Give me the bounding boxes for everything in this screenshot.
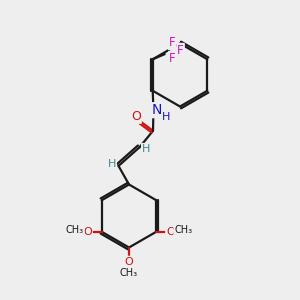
Text: O: O: [131, 110, 141, 123]
Text: N: N: [151, 103, 162, 117]
Text: F: F: [169, 36, 175, 49]
Text: H: H: [108, 159, 116, 170]
Text: H: H: [142, 144, 150, 154]
Text: F: F: [169, 52, 175, 65]
Text: CH₃: CH₃: [120, 268, 138, 278]
Text: O: O: [166, 227, 175, 237]
Text: CH₃: CH₃: [174, 225, 192, 235]
Text: F: F: [177, 44, 184, 57]
Text: O: O: [83, 227, 92, 237]
Text: O: O: [124, 256, 134, 267]
Text: CH₃: CH₃: [66, 225, 84, 235]
Text: H: H: [162, 112, 170, 122]
